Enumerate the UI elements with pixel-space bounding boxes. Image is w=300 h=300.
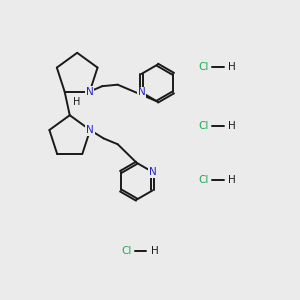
Text: Cl: Cl: [121, 246, 131, 256]
Text: H: H: [228, 62, 236, 72]
Text: H: H: [228, 121, 236, 131]
Text: N: N: [86, 86, 94, 97]
Text: N: N: [149, 167, 157, 177]
Text: N: N: [138, 87, 145, 97]
Text: Cl: Cl: [198, 62, 209, 72]
Text: N: N: [86, 125, 94, 135]
Text: H: H: [151, 246, 158, 256]
Text: Cl: Cl: [198, 175, 209, 185]
Text: Cl: Cl: [198, 121, 209, 131]
Text: H: H: [228, 175, 236, 185]
Text: H: H: [73, 97, 80, 107]
